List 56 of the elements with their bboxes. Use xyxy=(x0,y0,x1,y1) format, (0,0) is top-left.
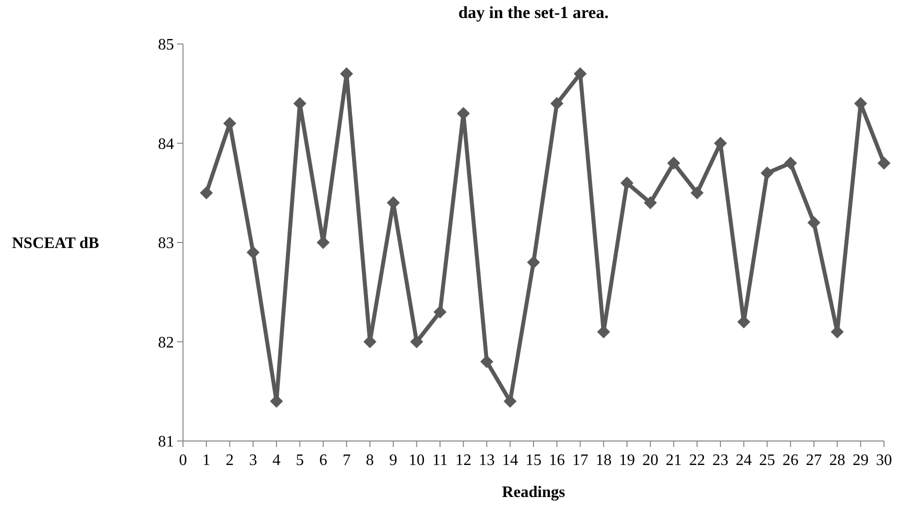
x-tick-label: 26 xyxy=(782,452,799,469)
x-tick-label: 22 xyxy=(689,452,706,469)
point xyxy=(878,156,890,170)
point xyxy=(690,186,704,200)
x-tick-label: 0 xyxy=(179,452,187,469)
x-tick-label: 9 xyxy=(389,452,398,469)
x-tick-label: 7 xyxy=(342,452,351,469)
point xyxy=(410,335,424,348)
x-tick-label: 5 xyxy=(296,452,304,469)
x-tick-label: 2 xyxy=(226,452,234,469)
point xyxy=(200,186,213,200)
y-tick-label: 84 xyxy=(158,136,174,153)
x-tick-label: 21 xyxy=(666,452,682,469)
point xyxy=(270,394,283,408)
chart-title: day in the set-1 area. xyxy=(458,3,609,22)
x-tick-label: 28 xyxy=(829,452,846,469)
x-tick-label: 19 xyxy=(618,452,635,469)
x-tick-label: 30 xyxy=(876,452,892,469)
point xyxy=(807,216,820,230)
point xyxy=(480,355,494,368)
x-tick-label: 20 xyxy=(642,452,658,469)
x-tick-label: 11 xyxy=(432,452,448,469)
x-axis-title: Readings xyxy=(502,484,566,501)
x-tick-label: 12 xyxy=(455,452,472,469)
x-tick-label: 6 xyxy=(319,452,328,469)
x-tick-label: 8 xyxy=(366,452,374,469)
point xyxy=(620,176,634,190)
x-tick-label: 23 xyxy=(712,452,728,469)
x-tick-label: 27 xyxy=(806,452,822,469)
y-tick-label: 83 xyxy=(158,235,174,252)
point xyxy=(246,246,260,259)
x-tick-label: 25 xyxy=(759,452,776,469)
x-tick-label: 15 xyxy=(526,452,542,469)
point xyxy=(434,305,447,318)
x-tick-label: 13 xyxy=(478,452,495,469)
y-axis-title: NSCEAT dB xyxy=(12,235,100,252)
x-tick-label: 29 xyxy=(852,452,869,469)
y-tick-label: 85 xyxy=(158,36,174,54)
point xyxy=(527,256,540,269)
x-tick-label: 18 xyxy=(596,452,612,469)
point xyxy=(784,156,798,170)
x-tick-label: 24 xyxy=(736,452,752,469)
point xyxy=(667,156,680,170)
x-tick-label: 10 xyxy=(408,452,425,469)
y-tick-label: 82 xyxy=(158,334,174,352)
x-tick-label: 14 xyxy=(502,452,518,469)
point xyxy=(550,97,564,110)
x-tick-label: 17 xyxy=(572,452,588,469)
point xyxy=(456,106,470,120)
x-tick-label: 4 xyxy=(272,452,280,469)
x-tick-label: 1 xyxy=(202,452,210,469)
x-tick-label: 3 xyxy=(249,452,258,469)
y-tick-label: 81 xyxy=(158,434,174,451)
x-tick-label: 16 xyxy=(548,452,565,469)
point xyxy=(760,166,774,180)
point xyxy=(644,196,657,210)
